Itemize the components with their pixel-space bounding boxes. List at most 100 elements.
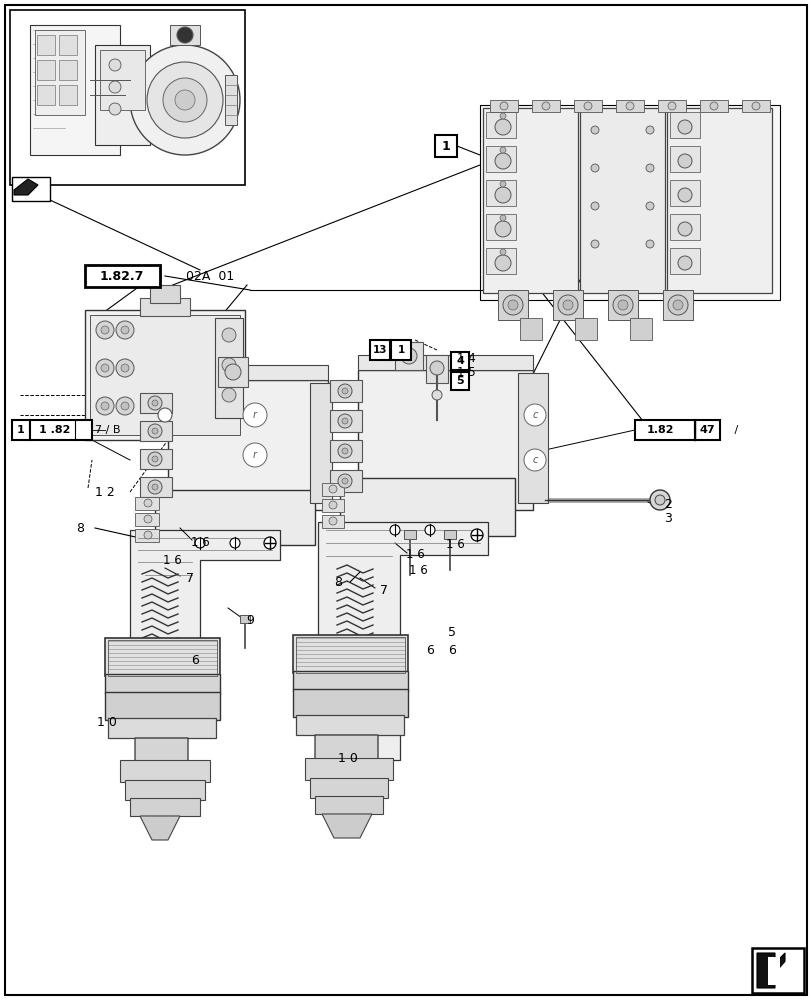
Bar: [215, 318, 242, 418]
Text: 1 4: 1 4: [456, 352, 474, 364]
Text: 1 .82: 1 .82: [39, 425, 71, 435]
Circle shape: [431, 390, 441, 400]
Bar: [669, 214, 699, 240]
Circle shape: [541, 102, 549, 110]
Bar: [217, 357, 247, 387]
Circle shape: [109, 81, 121, 93]
Bar: [90, 315, 240, 435]
Bar: [450, 352, 469, 370]
Circle shape: [242, 443, 267, 467]
Bar: [12, 420, 30, 440]
Text: r: r: [253, 410, 257, 420]
Bar: [486, 214, 515, 240]
Bar: [10, 10, 245, 185]
Text: 4: 4: [456, 356, 463, 366]
Text: 6: 6: [191, 654, 199, 666]
Text: 7 / B: 7 / B: [95, 425, 121, 435]
Bar: [629, 318, 651, 340]
Bar: [669, 112, 699, 138]
Circle shape: [195, 538, 204, 548]
Bar: [293, 689, 407, 717]
Bar: [517, 373, 547, 503]
Circle shape: [144, 531, 152, 539]
Bar: [391, 340, 410, 360]
Circle shape: [495, 221, 510, 237]
Bar: [489, 100, 517, 112]
Bar: [497, 290, 527, 320]
Bar: [486, 248, 515, 274]
Bar: [139, 393, 172, 413]
Circle shape: [328, 485, 337, 493]
Circle shape: [709, 102, 717, 110]
Circle shape: [337, 384, 351, 398]
Circle shape: [667, 102, 676, 110]
Circle shape: [152, 456, 158, 462]
Bar: [37, 60, 55, 80]
Circle shape: [221, 358, 236, 372]
Circle shape: [144, 515, 152, 523]
Circle shape: [646, 126, 653, 134]
Circle shape: [158, 408, 172, 422]
Text: r: r: [253, 450, 257, 460]
Circle shape: [148, 452, 162, 466]
Bar: [296, 715, 404, 735]
Circle shape: [116, 321, 134, 339]
Circle shape: [341, 448, 348, 454]
Circle shape: [130, 45, 240, 155]
Circle shape: [625, 102, 633, 110]
Polygon shape: [358, 355, 532, 370]
Polygon shape: [767, 957, 786, 985]
Circle shape: [221, 328, 236, 342]
Bar: [240, 615, 250, 623]
Bar: [139, 421, 172, 441]
Circle shape: [677, 222, 691, 236]
Text: 1 6: 1 6: [191, 536, 209, 548]
Text: 5: 5: [448, 626, 456, 640]
Bar: [12, 177, 50, 201]
Circle shape: [677, 188, 691, 202]
Bar: [169, 25, 200, 45]
Bar: [59, 60, 77, 80]
Bar: [135, 497, 159, 510]
Bar: [85, 265, 160, 287]
Text: 1: 1: [397, 345, 404, 355]
Polygon shape: [322, 814, 371, 838]
Bar: [486, 112, 515, 138]
Bar: [293, 671, 407, 691]
Circle shape: [101, 364, 109, 372]
Bar: [105, 674, 220, 694]
Bar: [150, 285, 180, 303]
Text: 1.82.7: 1.82.7: [100, 269, 144, 282]
Bar: [450, 372, 469, 390]
Bar: [444, 530, 456, 539]
Bar: [293, 635, 407, 673]
Circle shape: [424, 525, 435, 535]
Bar: [340, 478, 514, 536]
Circle shape: [500, 181, 505, 187]
Text: c: c: [532, 455, 537, 465]
Bar: [329, 410, 362, 432]
Circle shape: [163, 78, 207, 122]
Bar: [669, 180, 699, 206]
Text: 1: 1: [17, 425, 25, 435]
Text: 1 6: 1 6: [408, 564, 427, 576]
Circle shape: [590, 126, 599, 134]
Circle shape: [337, 474, 351, 488]
Bar: [751, 948, 803, 993]
Bar: [579, 108, 664, 293]
Bar: [607, 290, 637, 320]
Circle shape: [523, 404, 545, 426]
Bar: [358, 370, 532, 510]
Circle shape: [502, 295, 522, 315]
Circle shape: [470, 529, 483, 541]
Polygon shape: [756, 953, 784, 988]
Text: 1 2: 1 2: [95, 486, 114, 498]
Circle shape: [649, 490, 669, 510]
Text: 1 6: 1 6: [406, 548, 424, 562]
Circle shape: [430, 361, 444, 375]
Polygon shape: [318, 522, 487, 760]
Bar: [616, 100, 643, 112]
Bar: [404, 530, 415, 539]
Bar: [125, 780, 204, 800]
Circle shape: [116, 397, 134, 415]
